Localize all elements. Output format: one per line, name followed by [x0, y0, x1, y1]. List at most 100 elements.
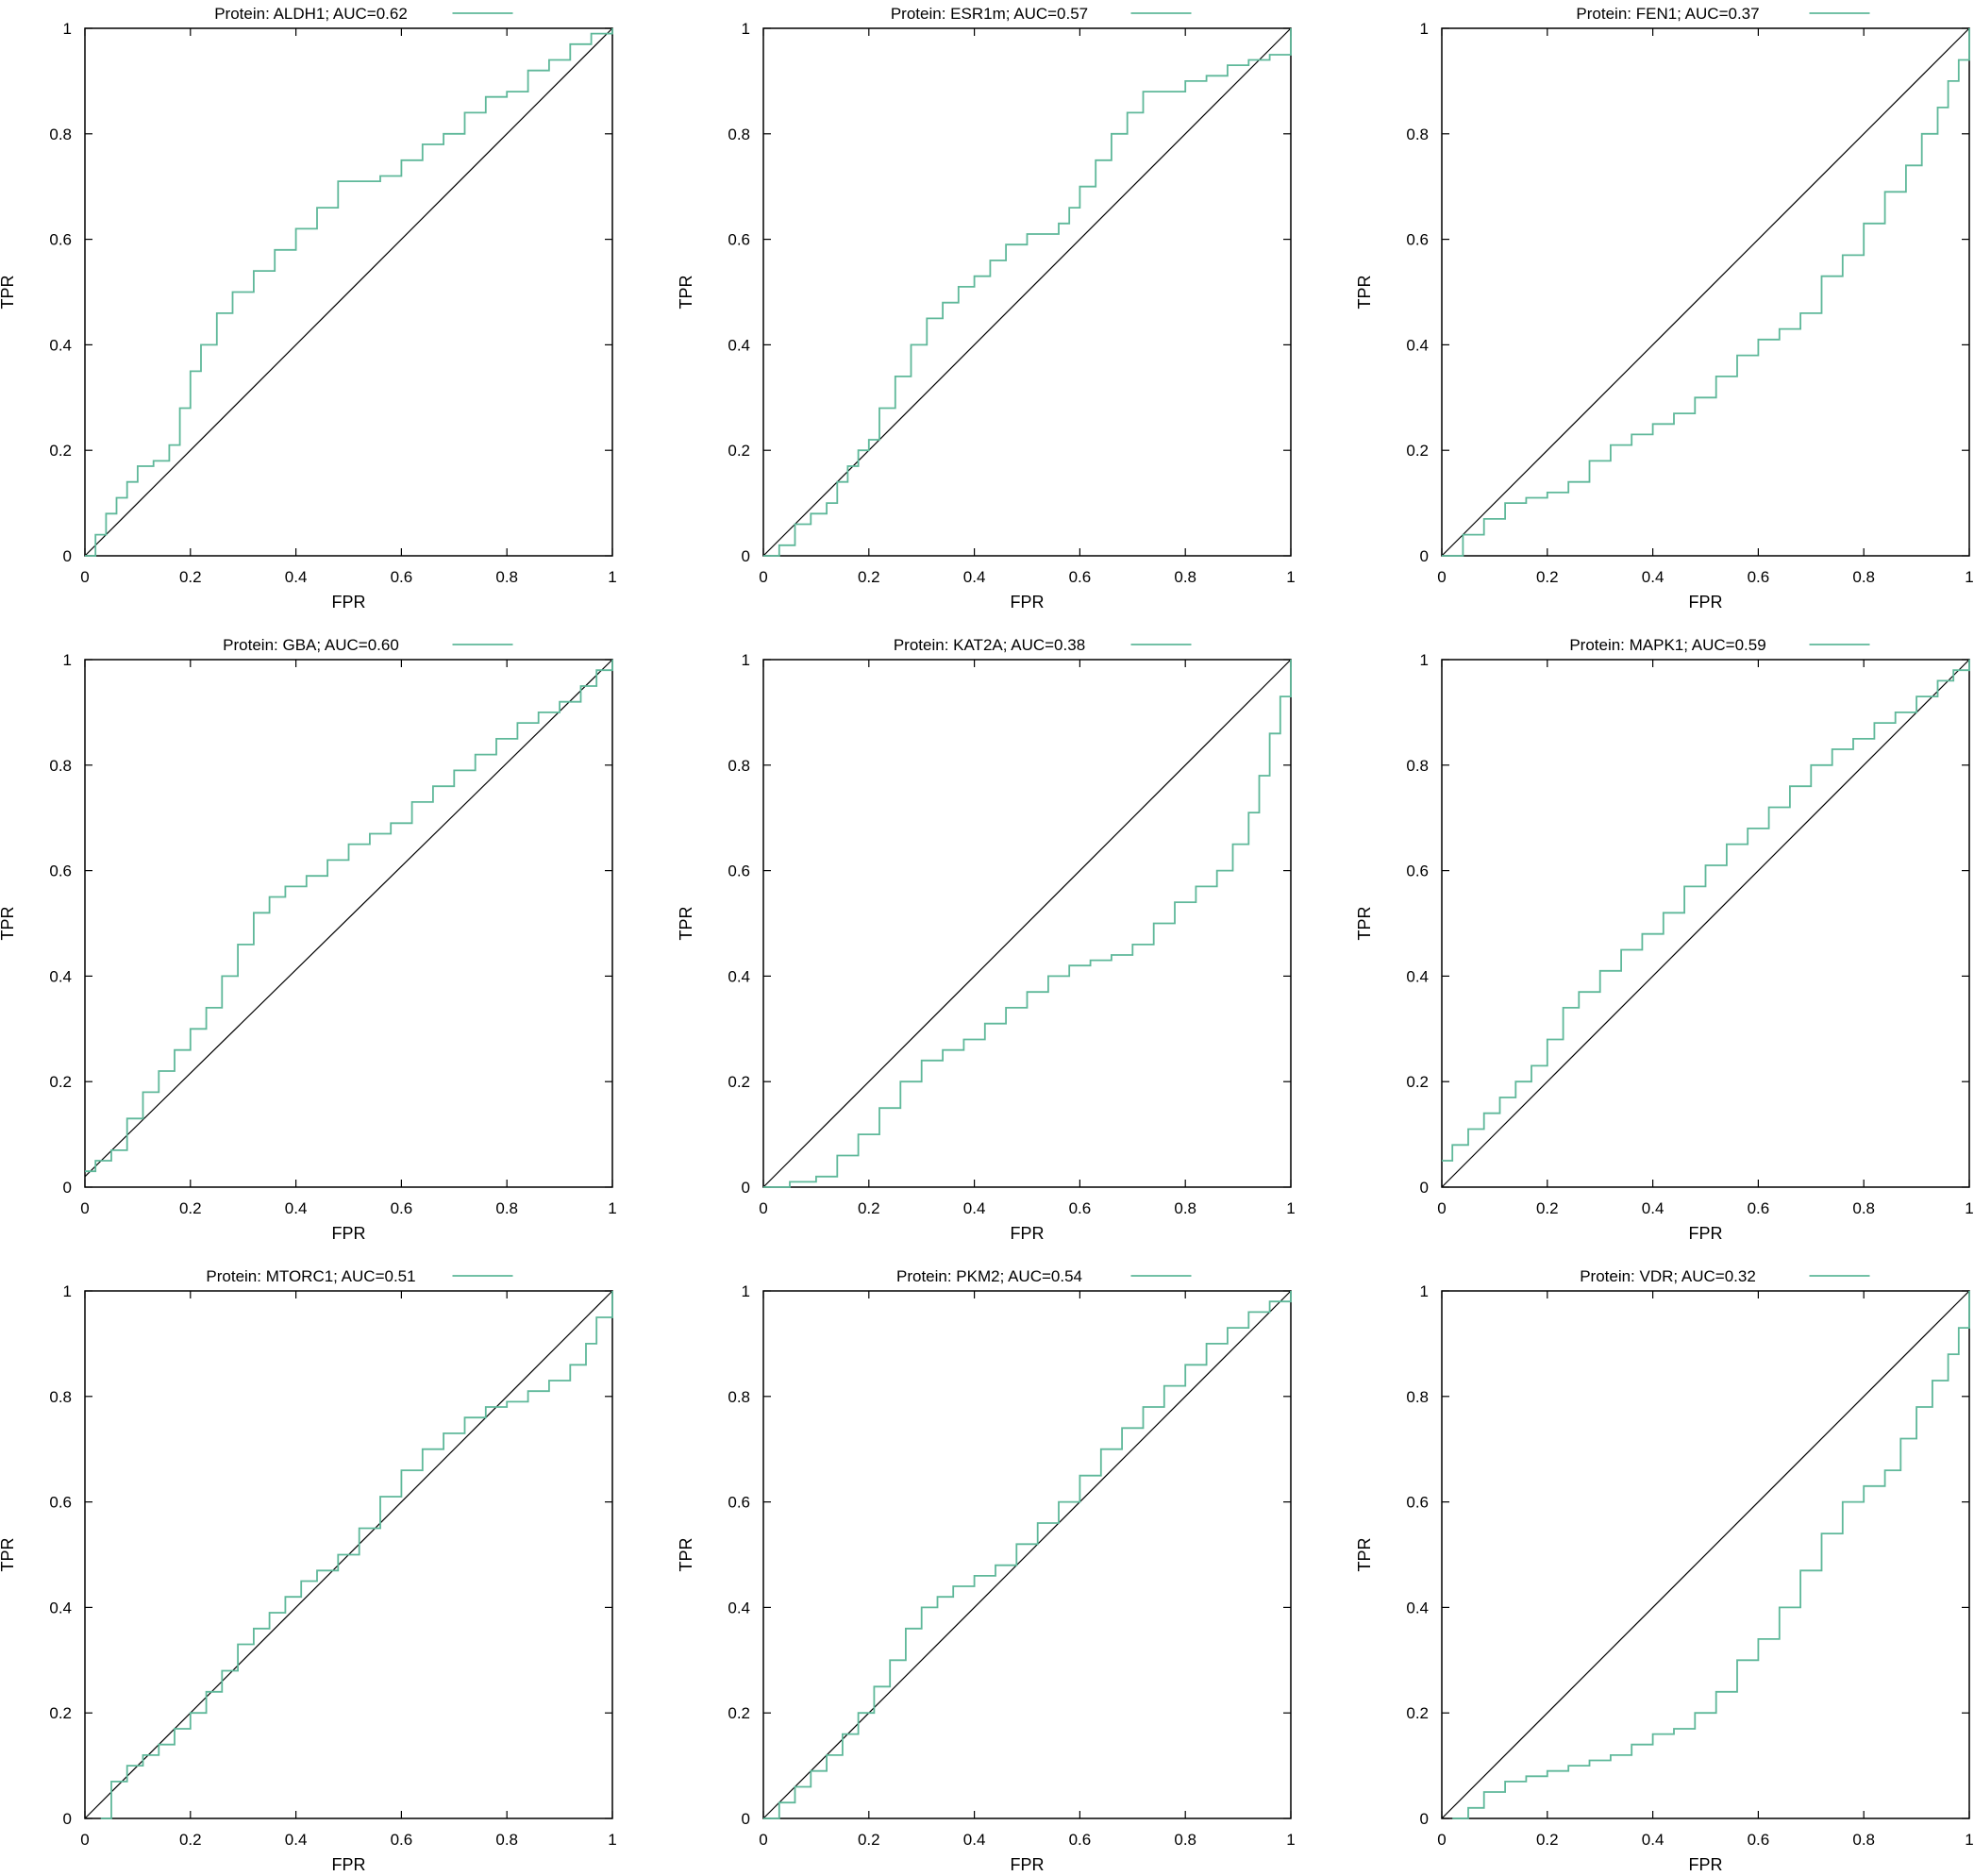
- y-tick-label: 0.6: [1406, 1494, 1429, 1512]
- x-tick-label: 0.2: [1536, 1199, 1559, 1217]
- y-tick-label: 0.4: [1406, 1599, 1429, 1616]
- x-axis-label: FPR: [1689, 1855, 1723, 1874]
- chart-title: Protein: MAPK1; AUC=0.59: [1569, 636, 1765, 654]
- x-tick-label: 0.8: [495, 1831, 518, 1849]
- x-tick-label: 0.8: [1174, 1199, 1196, 1217]
- roc-panel-1: 0 0.2 0.4 0.6 0.8 1 0 0.2 0.4 0.6 0.8 1 FPR TPR Protei…: [0, 5, 617, 611]
- plot-frame: [84, 1290, 613, 1819]
- chart-title: Protein: MTORC1; AUC=0.51: [206, 1267, 415, 1285]
- x-tick-label: 0.8: [1174, 568, 1196, 586]
- x-axis-label: FPR: [1011, 1855, 1045, 1874]
- y-tick-label: 1: [63, 20, 72, 38]
- y-tick-label: 0.8: [1406, 1388, 1429, 1406]
- x-tick-label: 0.4: [285, 568, 308, 586]
- y-tick-label: 0.6: [49, 863, 72, 880]
- x-tick-label: 1: [608, 568, 616, 586]
- x-tick-label: 0.4: [285, 1831, 308, 1849]
- x-tick-label: 0.4: [1642, 1831, 1665, 1849]
- roc-curve: [85, 28, 613, 557]
- roc-panel-9: 0 0.2 0.4 0.6 0.8 1 0 0.2 0.4 0.6 0.8 1 FPR TPR Protei…: [1355, 1267, 1974, 1874]
- x-tick-label: 0.4: [1642, 568, 1665, 586]
- x-tick-label: 0.2: [858, 1831, 880, 1849]
- y-axis-label: TPR: [1355, 1537, 1374, 1571]
- x-tick-label: 0.2: [179, 1199, 202, 1217]
- y-axis-label: TPR: [1355, 906, 1374, 940]
- chart-title: Protein: KAT2A; AUC=0.38: [894, 636, 1085, 654]
- y-tick-label: 0.6: [1406, 231, 1429, 249]
- roc-panel-5: 0 0.2 0.4 0.6 0.8 1 0 0.2 0.4 0.6 0.8 1 FPR TPR Protei…: [677, 636, 1296, 1243]
- y-tick-label: 0.8: [49, 1388, 72, 1406]
- x-tick-label: 0.6: [1748, 1831, 1770, 1849]
- y-tick-label: 0.2: [1406, 1073, 1429, 1091]
- reference-diagonal: [1441, 27, 1970, 557]
- x-tick-label: 0: [1437, 1199, 1446, 1217]
- chart-title: Protein: VDR; AUC=0.32: [1580, 1267, 1756, 1285]
- y-tick-label: 0: [1420, 1810, 1429, 1828]
- y-tick-label: 0.2: [49, 442, 72, 460]
- x-tick-label: 0.2: [1536, 568, 1559, 586]
- roc-curve: [1442, 28, 1970, 557]
- x-tick-label: 0.6: [391, 1831, 413, 1849]
- y-axis-label: TPR: [677, 1537, 695, 1571]
- x-tick-label: 0.8: [1852, 1199, 1875, 1217]
- x-tick-label: 0.8: [1852, 1831, 1875, 1849]
- x-axis-label: FPR: [1689, 593, 1723, 611]
- y-tick-label: 0.4: [49, 1599, 72, 1616]
- x-tick-label: 0.8: [495, 568, 518, 586]
- y-tick-label: 1: [742, 651, 750, 669]
- y-axis-label: TPR: [1355, 275, 1374, 309]
- y-tick-label: 0.6: [49, 231, 72, 249]
- x-tick-label: 0.4: [963, 1831, 986, 1849]
- y-tick-label: 0: [1420, 1179, 1429, 1197]
- reference-diagonal: [84, 27, 613, 557]
- chart-title: Protein: ESR1m; AUC=0.57: [891, 5, 1088, 23]
- x-tick-label: 0.2: [1536, 1831, 1559, 1849]
- y-axis-label: TPR: [0, 906, 17, 940]
- plot-frame: [84, 27, 613, 557]
- x-tick-label: 0: [80, 1199, 89, 1217]
- reference-diagonal: [1441, 1290, 1970, 1819]
- y-tick-label: 0.8: [1406, 126, 1429, 143]
- y-tick-label: 1: [63, 1282, 72, 1300]
- chart-title: Protein: ALDH1; AUC=0.62: [214, 5, 408, 23]
- x-tick-label: 0.6: [1069, 1199, 1092, 1217]
- x-axis-label: FPR: [332, 1855, 366, 1874]
- x-tick-label: 0.2: [179, 1831, 202, 1849]
- y-tick-label: 1: [1420, 1282, 1429, 1300]
- reference-diagonal: [1441, 659, 1970, 1188]
- y-tick-label: 0.8: [728, 1388, 750, 1406]
- y-tick-label: 0.4: [1406, 967, 1429, 985]
- reference-diagonal: [762, 1290, 1292, 1819]
- x-tick-label: 0.6: [391, 1199, 413, 1217]
- x-tick-label: 1: [1965, 568, 1973, 586]
- y-tick-label: 0.6: [728, 1494, 750, 1512]
- y-tick-label: 0: [63, 547, 72, 565]
- y-tick-label: 0.6: [728, 231, 750, 249]
- x-tick-label: 0.2: [858, 568, 880, 586]
- y-tick-label: 0.2: [1406, 442, 1429, 460]
- reference-diagonal: [84, 659, 613, 1178]
- y-tick-label: 1: [742, 1282, 750, 1300]
- x-tick-label: 0.8: [1852, 568, 1875, 586]
- x-tick-label: 1: [1286, 1199, 1295, 1217]
- y-tick-label: 0.2: [49, 1704, 72, 1722]
- y-tick-label: 0: [742, 1810, 750, 1828]
- roc-panel-6: 0 0.2 0.4 0.6 0.8 1 0 0.2 0.4 0.6 0.8 1 FPR TPR Protei…: [1355, 636, 1974, 1243]
- y-tick-label: 0.4: [728, 967, 750, 985]
- roc-panel-4: 0 0.2 0.4 0.6 0.8 1 0 0.2 0.4 0.6 0.8 1 FPR TPR Protei…: [0, 636, 617, 1243]
- x-tick-label: 0.6: [1748, 568, 1770, 586]
- x-tick-label: 0.8: [1174, 1831, 1196, 1849]
- chart-title: Protein: FEN1; AUC=0.37: [1576, 5, 1759, 23]
- y-tick-label: 0.2: [728, 1704, 750, 1722]
- x-tick-label: 0: [1437, 568, 1446, 586]
- x-tick-label: 0: [759, 568, 767, 586]
- x-tick-label: 0.6: [391, 568, 413, 586]
- y-axis-label: TPR: [0, 1537, 17, 1571]
- roc-curve: [763, 1291, 1292, 1819]
- x-tick-label: 1: [608, 1199, 616, 1217]
- roc-panel-3: 0 0.2 0.4 0.6 0.8 1 0 0.2 0.4 0.6 0.8 1 FPR TPR Protei…: [1355, 5, 1974, 611]
- x-tick-label: 1: [1286, 1831, 1295, 1849]
- y-tick-label: 0.4: [728, 1599, 750, 1616]
- y-tick-label: 0.8: [1406, 757, 1429, 775]
